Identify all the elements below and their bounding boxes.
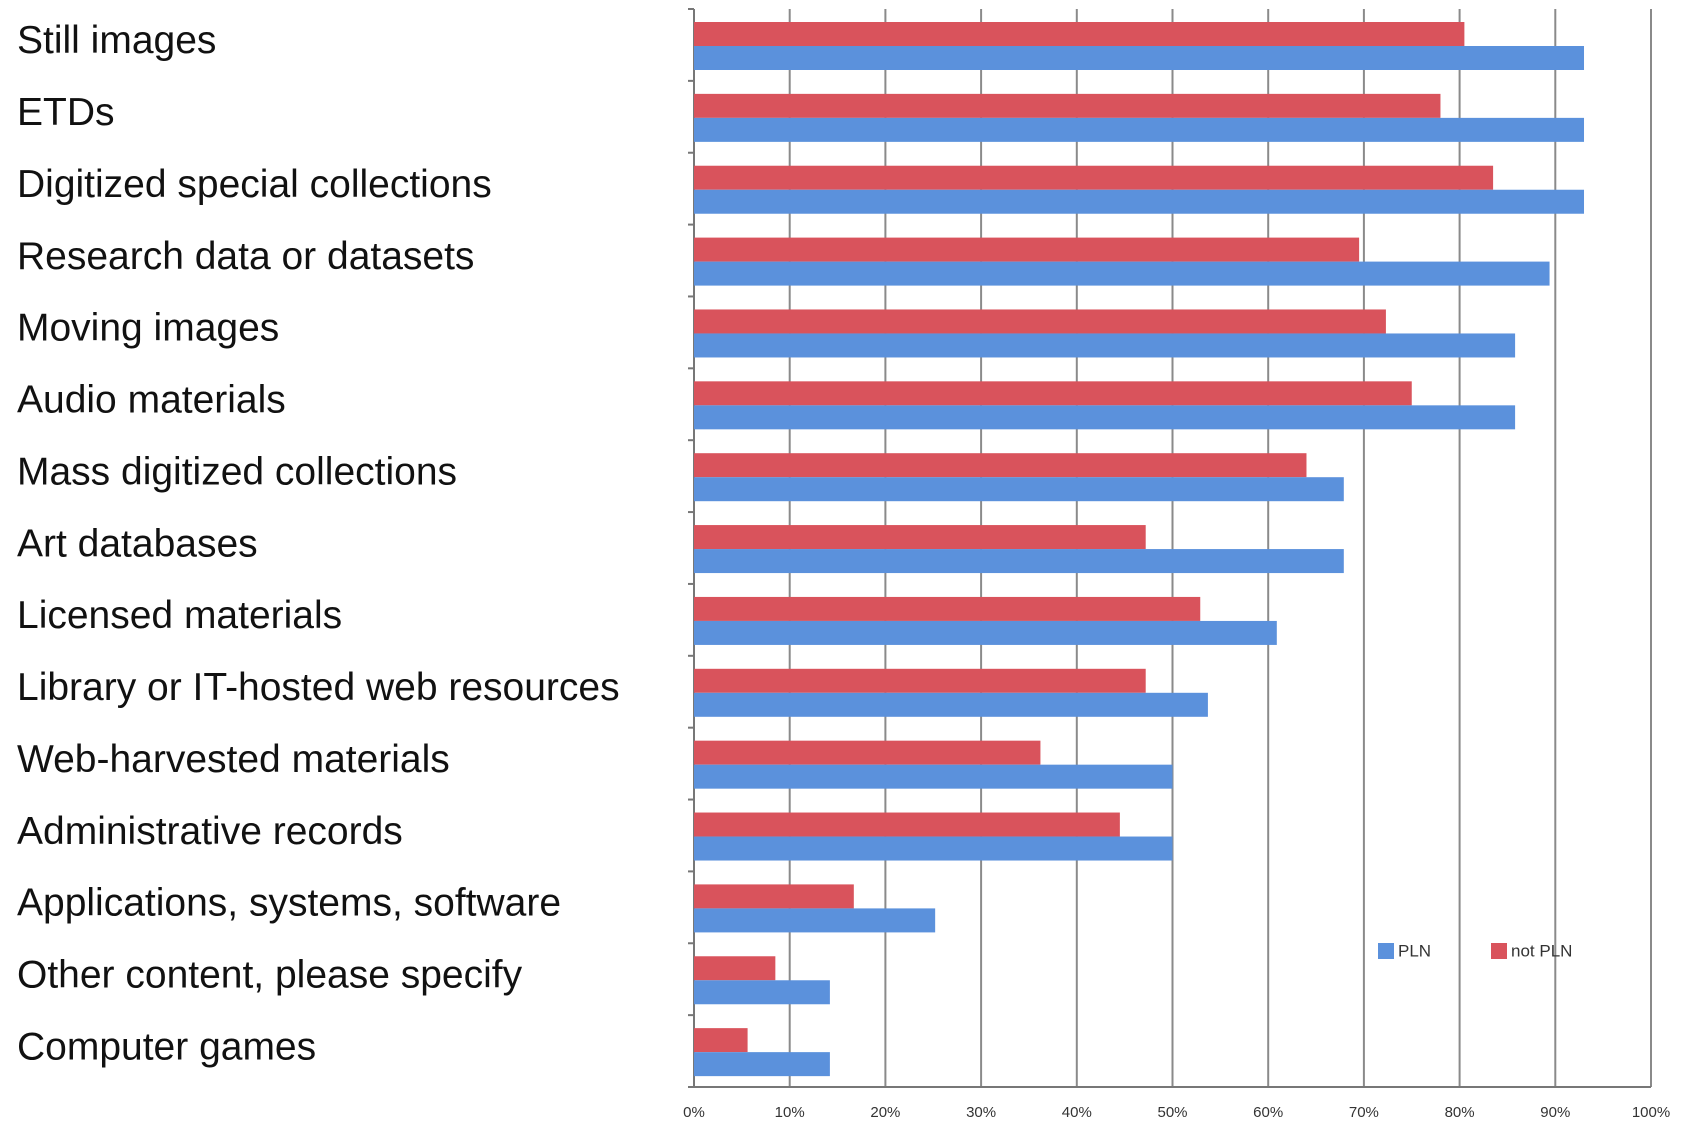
bar bbox=[694, 237, 1360, 262]
y-tick-label: Licensed materials bbox=[17, 594, 342, 637]
bar bbox=[694, 956, 776, 981]
x-tick-label: 20% bbox=[870, 1104, 900, 1121]
bar bbox=[694, 740, 1041, 765]
x-tick-label: 80% bbox=[1445, 1104, 1475, 1121]
bar bbox=[694, 309, 1386, 334]
legend-label: PLN bbox=[1398, 941, 1431, 960]
bar bbox=[694, 165, 1494, 190]
x-tick-label: 60% bbox=[1253, 1104, 1283, 1121]
bar bbox=[694, 980, 830, 1005]
x-tick-label: 30% bbox=[966, 1104, 996, 1121]
x-tick-label: 100% bbox=[1632, 1104, 1670, 1121]
x-tick-label: 50% bbox=[1157, 1104, 1187, 1121]
y-tick-label: Research data or datasets bbox=[17, 235, 474, 278]
bar bbox=[694, 117, 1585, 142]
y-tick-label: Other content, please specify bbox=[17, 953, 523, 996]
bar bbox=[694, 596, 1201, 621]
bar bbox=[694, 1028, 748, 1053]
bar bbox=[694, 549, 1344, 574]
bar bbox=[694, 836, 1173, 861]
bar bbox=[694, 692, 1208, 717]
bar bbox=[694, 22, 1465, 46]
bar bbox=[694, 93, 1441, 118]
y-tick-label: Computer games bbox=[17, 1025, 316, 1068]
y-tick-label: Moving images bbox=[17, 307, 279, 350]
y-tick-label: Library or IT-hosted web resources bbox=[17, 666, 620, 709]
y-tick-label: Audio materials bbox=[17, 379, 286, 422]
bar bbox=[694, 477, 1344, 502]
bar bbox=[694, 453, 1307, 478]
y-tick-label: Art databases bbox=[17, 522, 258, 565]
legend-swatch bbox=[1378, 943, 1394, 959]
bar bbox=[694, 668, 1146, 693]
y-tick-label: ETDs bbox=[17, 91, 115, 134]
bar bbox=[694, 46, 1585, 70]
x-tick-label: 70% bbox=[1349, 1104, 1379, 1121]
bar bbox=[694, 908, 936, 933]
bar bbox=[694, 620, 1277, 645]
bar bbox=[694, 812, 1120, 837]
y-tick-label: Mass digitized collections bbox=[17, 450, 457, 493]
bar bbox=[694, 405, 1516, 430]
x-tick-label: 90% bbox=[1540, 1104, 1570, 1121]
legend-label: not PLN bbox=[1511, 941, 1572, 960]
y-tick-label: Still images bbox=[17, 19, 216, 62]
bar bbox=[694, 764, 1173, 789]
y-tick-label: Applications, systems, software bbox=[17, 882, 561, 925]
legend-swatch bbox=[1491, 943, 1507, 959]
bar bbox=[694, 884, 854, 909]
x-tick-label: 0% bbox=[683, 1104, 705, 1121]
bar bbox=[694, 381, 1412, 406]
bar bbox=[694, 333, 1516, 358]
y-tick-label: Administrative records bbox=[17, 810, 403, 853]
bar bbox=[694, 261, 1550, 286]
x-tick-label: 40% bbox=[1062, 1104, 1092, 1121]
bar bbox=[694, 189, 1585, 214]
y-tick-label: Digitized special collections bbox=[17, 163, 492, 206]
y-tick-label: Web-harvested materials bbox=[17, 738, 450, 781]
bar bbox=[694, 1052, 830, 1077]
x-tick-label: 10% bbox=[775, 1104, 805, 1121]
bar bbox=[694, 525, 1146, 550]
